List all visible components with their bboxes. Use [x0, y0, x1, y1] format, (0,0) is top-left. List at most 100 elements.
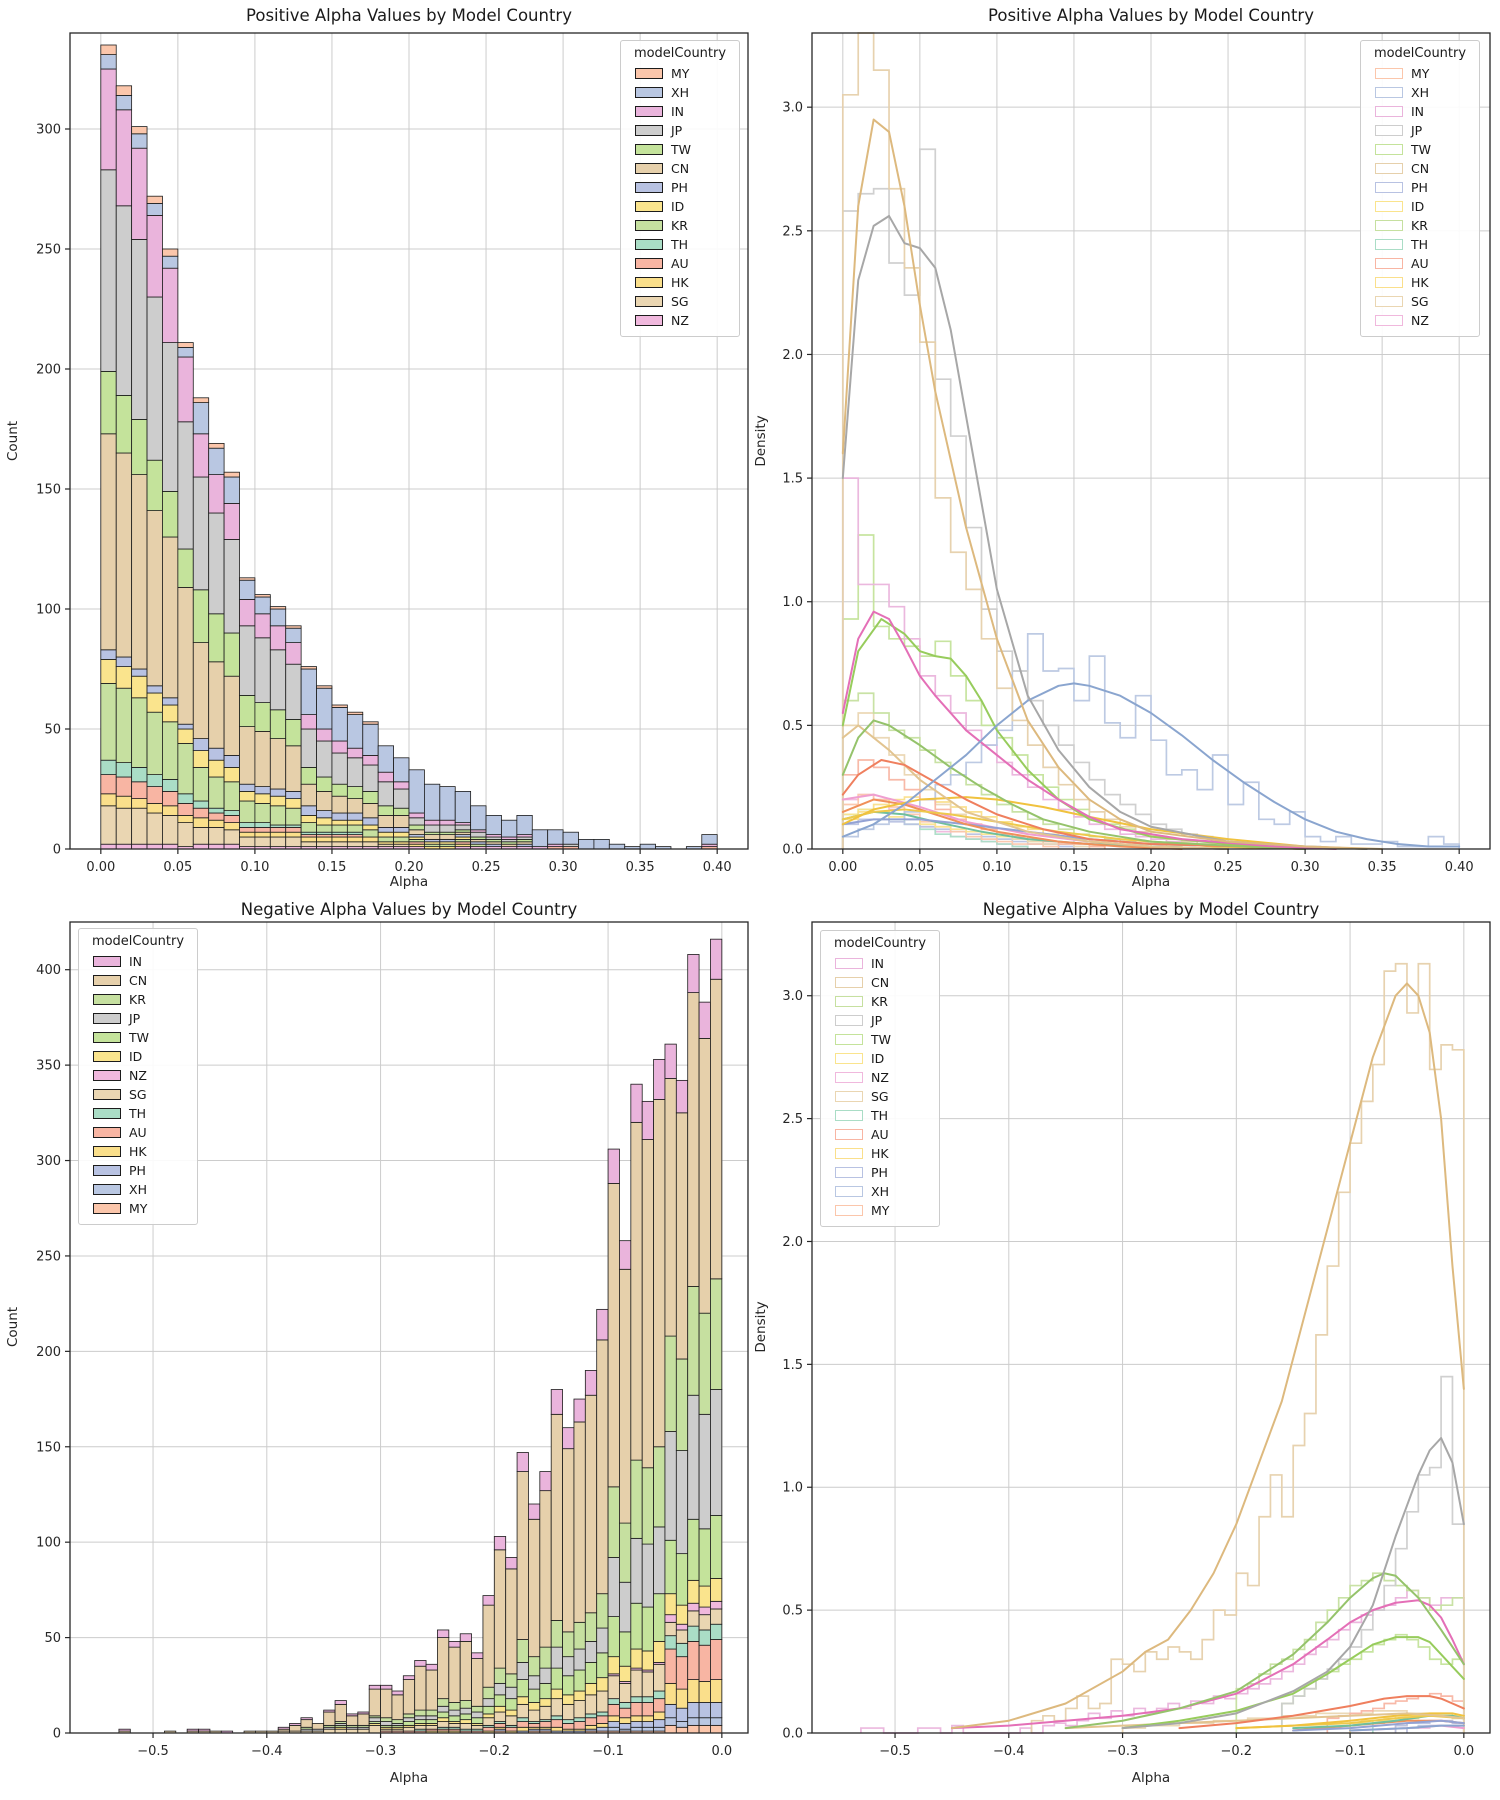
bar-segment-ID: [516, 1696, 529, 1705]
y-axis-label: Count: [5, 421, 21, 461]
bar-segment-IN: [414, 1660, 427, 1667]
x-tick-label: −0.2: [479, 1744, 511, 1759]
bar-segment-ID: [698, 1585, 711, 1608]
bar-segment-XH: [331, 707, 348, 742]
bar-segment-TW: [459, 1713, 472, 1721]
bar-segment-JP: [192, 476, 210, 591]
bar-segment-TW: [425, 1719, 438, 1724]
bar-segment-TW: [316, 776, 333, 792]
bar-segment-TW: [596, 1652, 609, 1679]
legend-label: TH: [671, 237, 689, 252]
legend-swatch-icon: [835, 977, 863, 988]
bar-segment-JP: [377, 781, 394, 807]
axis-ticks: 0.00 0.05 0.10 0.15 0.20 0.25 0.30 0.35 0.40 0 50 1…: [36, 123, 731, 876]
bar-segment-CN: [177, 587, 194, 725]
bar-segment-JP: [368, 1717, 381, 1722]
bar-segment-KR: [362, 829, 379, 838]
legend-swatch-icon: [635, 239, 663, 250]
bar-segment-TW: [505, 1698, 518, 1711]
legend-item-TW: TW: [629, 140, 731, 159]
bar-segment-TH: [653, 1690, 666, 1700]
bar-segment-ID: [710, 1578, 723, 1602]
kde-curve-AU: [841, 758, 1307, 850]
bar-segment-XH: [630, 1726, 643, 1732]
bar-segment-HK: [316, 836, 333, 843]
bar-segment-AU: [539, 1721, 552, 1728]
x-tick-label: 0.20: [1137, 860, 1166, 875]
bar-segment-IN: [300, 1717, 313, 1721]
x-axis-label: Alpha: [1132, 874, 1170, 890]
bar-segment-HK: [223, 822, 240, 831]
legend-swatch-icon: [93, 1013, 121, 1024]
bar-segment-XH: [562, 831, 579, 845]
legend-swatch-icon: [635, 106, 663, 117]
bar-segment-SG: [162, 815, 179, 845]
axis-ticks: 0.00 0.05 0.10 0.15 0.20 0.25 0.30 0.35 0.40 0.0 0…: [782, 101, 1473, 875]
panel-positive-count-histogram: 0.00 0.05 0.10 0.15 0.20 0.25 0.30 0.35 0.40 0 50 1…: [0, 0, 750, 900]
legend-item-KR: KR: [1369, 216, 1471, 235]
bar-segment-CN: [346, 798, 364, 814]
y-tick-label: 50: [44, 723, 61, 738]
legend-item-IN: IN: [629, 102, 731, 121]
chart-title: Negative Alpha Values by Model Country: [241, 900, 578, 919]
bar-segment-PH: [254, 786, 271, 795]
bar-segment-HK: [131, 798, 148, 809]
bar-segment-KR: [177, 743, 194, 795]
bar-segment-AU: [653, 1698, 666, 1713]
y-tick-label: 100: [36, 1536, 61, 1551]
bar-segment-SG: [208, 827, 225, 845]
legend-item-IN: IN: [829, 954, 931, 973]
bar-segment-XH: [115, 95, 133, 111]
bar-segment-XH: [593, 839, 610, 850]
legend-swatch-icon: [93, 1165, 121, 1176]
bar-segment-JP: [393, 788, 410, 809]
legend-swatch-icon: [835, 1148, 863, 1159]
kde-curve-CN: [950, 982, 1465, 1730]
bar-segment-KR: [584, 1612, 598, 1642]
bar-segment-CN: [289, 1724, 302, 1732]
bar-segment-PH: [331, 812, 348, 821]
bar-segment-AU: [664, 1648, 677, 1684]
bar-segment-IN: [118, 1728, 131, 1732]
bar-segment-TW: [653, 1593, 666, 1642]
bar-segment-IN: [710, 938, 723, 980]
kde-curve-AU: [1178, 1695, 1465, 1730]
bar-segment-AU: [528, 1723, 541, 1728]
y-tick-label: 0: [53, 1727, 61, 1742]
bar-segment-TW: [675, 1553, 689, 1606]
bar-segment-JP: [414, 1715, 427, 1721]
bar-segment-XH: [300, 668, 317, 715]
bar-segment-XH: [641, 1726, 654, 1732]
bar-segment-HK: [362, 836, 379, 843]
bar-segment-HK: [285, 831, 302, 838]
bar-segment-CN: [675, 1112, 689, 1360]
bar-segment-TW: [573, 1669, 586, 1692]
bar-segment-NZ: [115, 843, 133, 850]
bar-segment-AU: [115, 776, 133, 797]
legend-swatch-icon: [835, 1186, 863, 1197]
bar-segment-IN: [459, 1633, 472, 1642]
legend-item-NZ: NZ: [829, 1068, 931, 1087]
legend-swatch-icon: [93, 956, 121, 967]
bar-segment-PH: [208, 747, 225, 761]
bar-segment-SG: [516, 1703, 529, 1719]
bar-segment-KR: [516, 1639, 529, 1663]
bar-segment-AU: [177, 803, 194, 816]
bar-segment-HK: [331, 836, 348, 843]
bar-segment-SG: [596, 1690, 609, 1713]
legend-label: AU: [671, 256, 689, 271]
legend-item-JP: JP: [1369, 121, 1471, 140]
bar-segment-JP: [223, 539, 240, 634]
bar-segment-KR: [437, 1698, 450, 1707]
legend-box: modelCountry MY XH IN JP TW CN PH ID KR TH AU HK SG NZ: [620, 40, 740, 337]
bar-segment-IN: [424, 819, 441, 826]
legend-item-TH: TH: [87, 1104, 189, 1123]
bar-segment-MY: [131, 126, 148, 135]
legend-swatch-icon: [635, 182, 663, 193]
bar-segment-TW: [192, 589, 210, 643]
bar-segment-TW: [254, 702, 271, 732]
panel-negative-density-histogram: −0.5 −0.4 −0.3 −0.2 −0.1 0.0 0.0 0.5 1.0 1.5 2.0 2.…: [750, 900, 1500, 1800]
legend-label: CN: [1411, 161, 1430, 176]
bar-segment-TH: [573, 1717, 586, 1722]
x-tick-label: 0.35: [1368, 860, 1397, 875]
